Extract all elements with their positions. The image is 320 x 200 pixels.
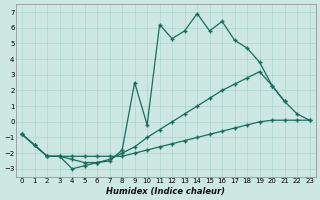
X-axis label: Humidex (Indice chaleur): Humidex (Indice chaleur) — [106, 187, 225, 196]
